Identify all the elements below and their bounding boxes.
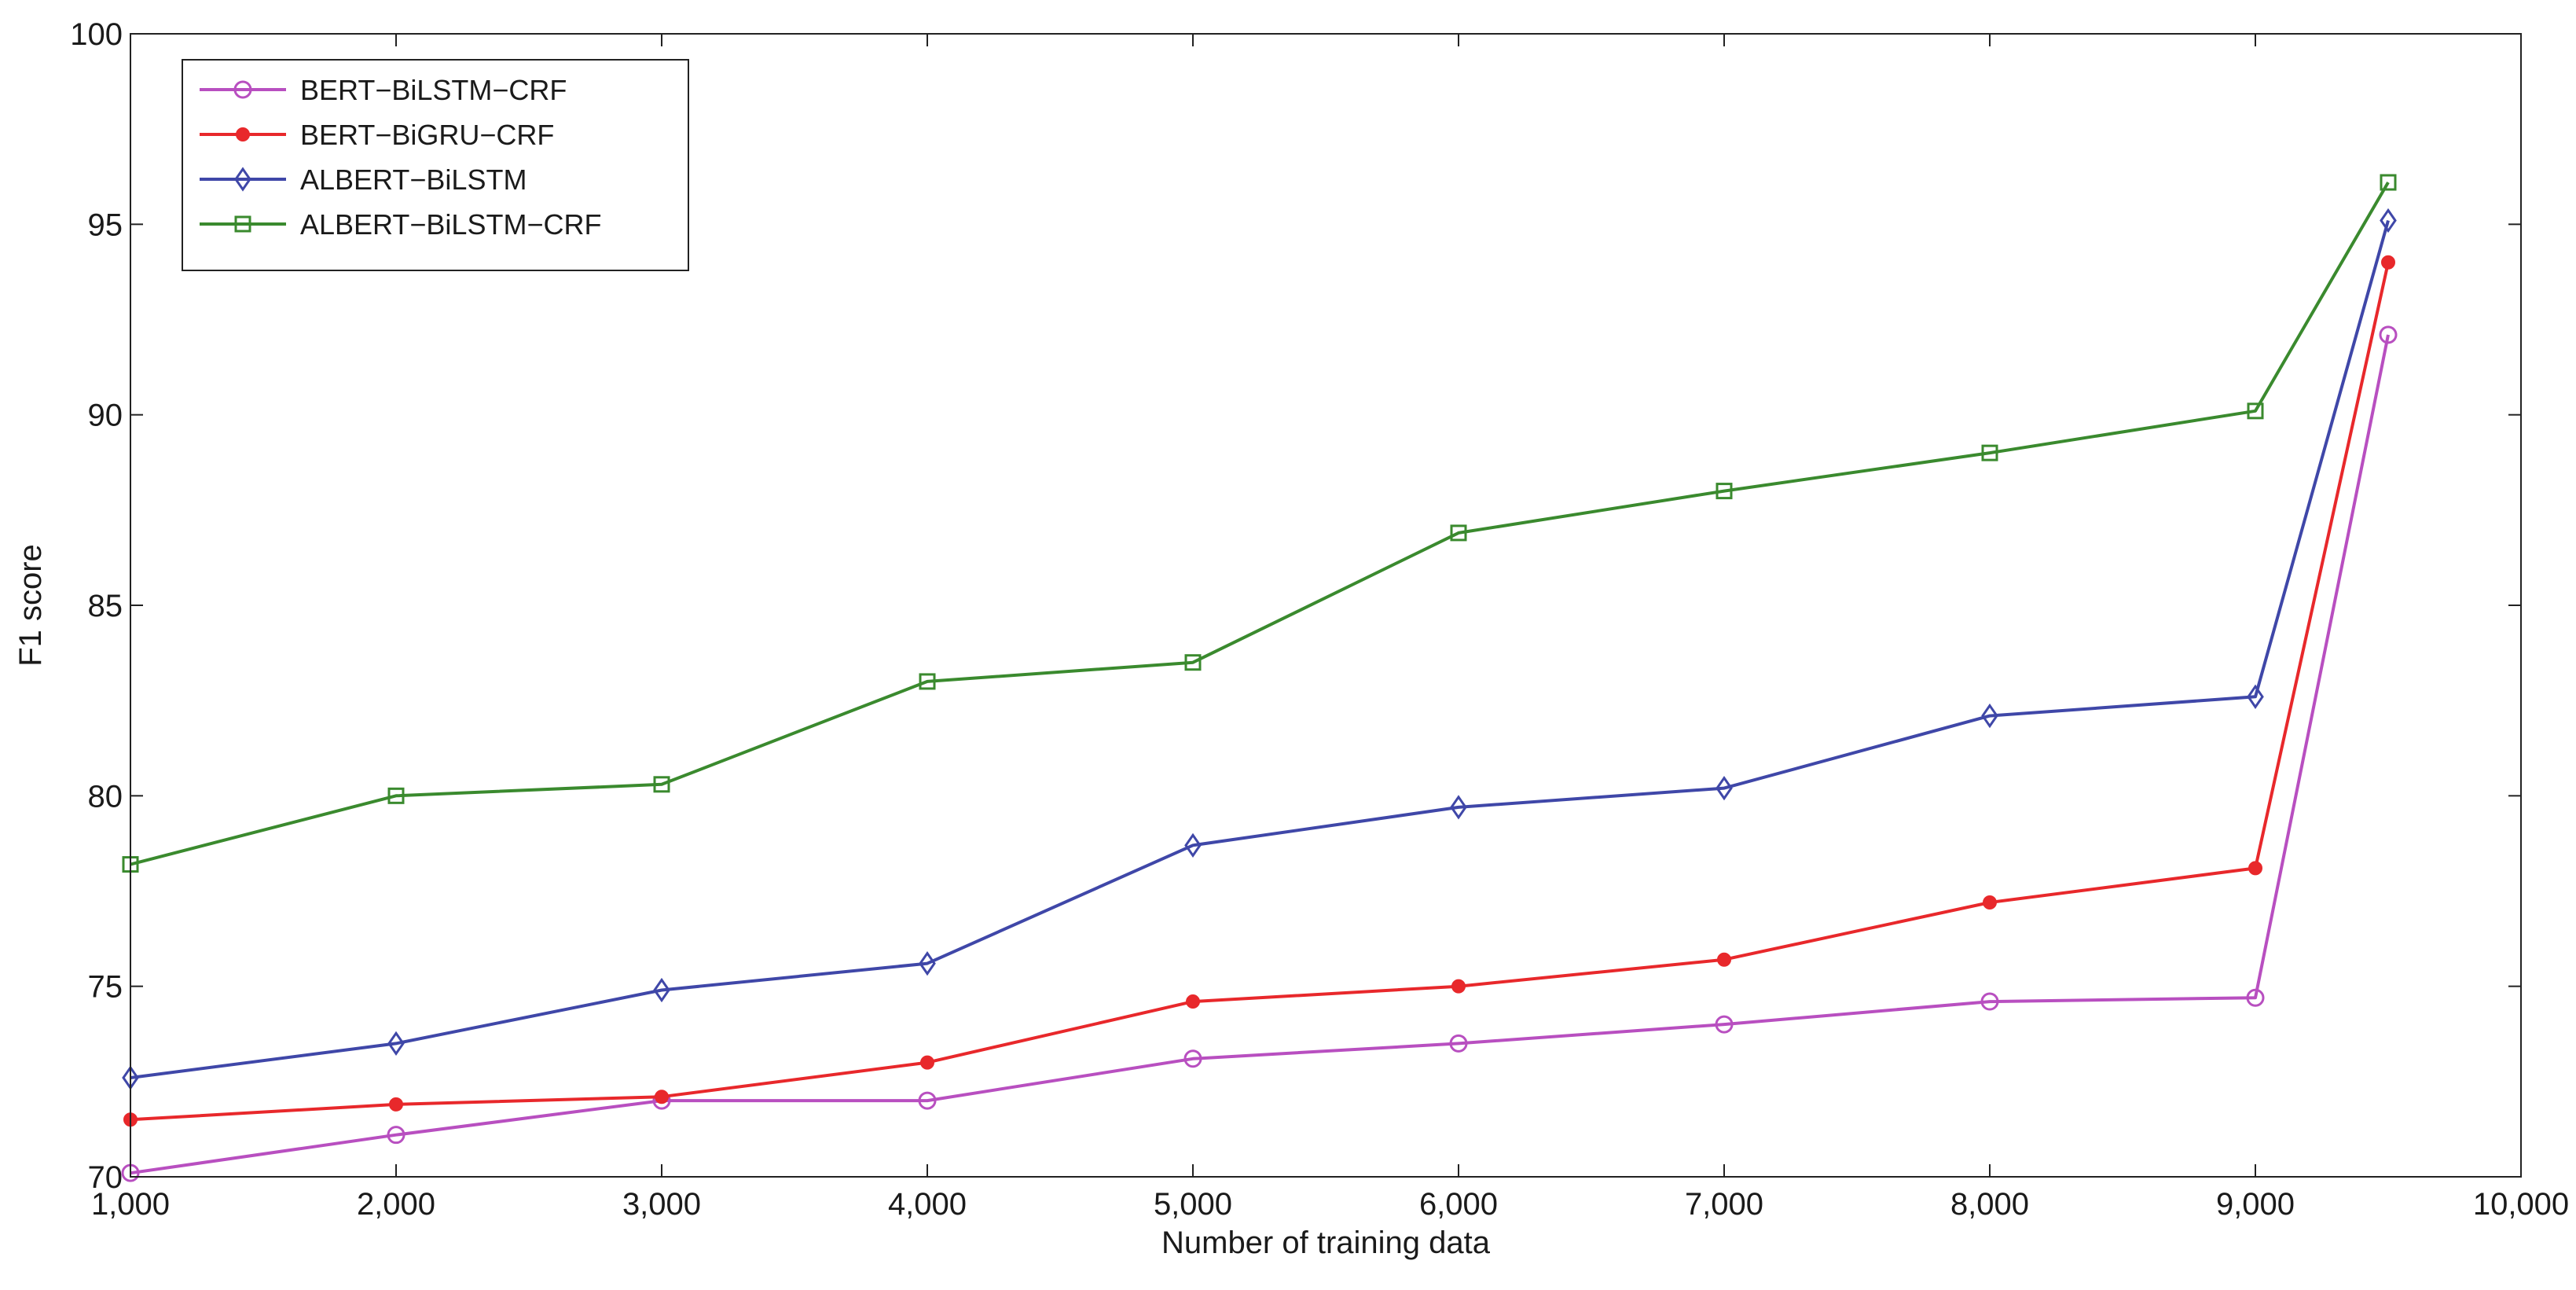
data-point — [1981, 703, 1998, 729]
legend: BERT−BiLSTM−CRF BERT−BiGRU−CRF ALBERT−BiLS… — [182, 59, 689, 271]
data-point — [1451, 979, 1466, 994]
series-line — [130, 181, 2390, 866]
data-point — [387, 1031, 405, 1057]
legend-marker — [234, 215, 251, 233]
data-point — [653, 977, 670, 1003]
data-point — [1980, 992, 1999, 1011]
legend-marker — [236, 127, 250, 141]
legend-label: ALBERT−BiLSTM — [300, 164, 527, 196]
data-point — [1717, 952, 1731, 967]
y-tick-label: 80 — [88, 779, 123, 814]
data-point — [2247, 402, 2264, 420]
axes: 1,000 2,000 3,000 4,000 5,000 6,000 7,000 8,000… — [70, 17, 2569, 1222]
x-tick-label: 1,000 — [91, 1187, 170, 1222]
data-point — [1449, 1034, 1468, 1053]
data-point — [1186, 994, 1200, 1009]
data-point — [1981, 444, 1998, 461]
y-tick-label: 75 — [88, 970, 123, 1005]
data-point — [918, 1091, 937, 1110]
x-tick-label: 7,000 — [1685, 1187, 1763, 1222]
data-point — [2246, 988, 2265, 1007]
series-line — [130, 334, 2390, 1175]
data-point — [2381, 255, 2395, 270]
data-point — [2380, 174, 2397, 191]
x-tick-label: 4,000 — [888, 1187, 967, 1222]
legend-box — [182, 59, 689, 271]
legend-marker — [234, 167, 251, 192]
series-line — [130, 262, 2390, 1122]
data-point — [1450, 524, 1467, 542]
series-2 — [122, 208, 2397, 1090]
data-point — [920, 1055, 934, 1070]
series-1 — [123, 255, 2395, 1127]
data-point — [1715, 1015, 1734, 1034]
data-point — [1183, 1049, 1202, 1068]
y-tick-label: 70 — [88, 1160, 123, 1195]
legend-label: BERT−BiGRU−CRF — [300, 119, 554, 151]
legend-label: ALBERT−BiLSTM−CRF — [300, 208, 601, 241]
x-tick-label: 8,000 — [1950, 1187, 2029, 1222]
data-point — [1450, 795, 1467, 820]
x-tick-label: 2,000 — [357, 1187, 435, 1222]
x-tick-label: 10,000 — [2473, 1187, 2569, 1222]
x-axis-title: Number of training data — [1161, 1226, 1491, 1260]
legend-entry: ALBERT−BiLSTM−CRF — [200, 208, 601, 241]
data-point — [655, 1090, 669, 1104]
y-tick-label: 95 — [88, 208, 123, 242]
data-point — [919, 673, 936, 690]
series-line — [130, 219, 2390, 1079]
data-point — [2248, 861, 2262, 876]
data-point — [653, 776, 670, 793]
data-point — [387, 1126, 405, 1145]
data-point — [2379, 325, 2398, 344]
legend-entry: BERT−BiGRU−CRF — [200, 119, 554, 151]
legend-label: BERT−BiLSTM−CRF — [300, 74, 567, 106]
data-point — [1715, 483, 1733, 500]
y-tick-label: 100 — [70, 17, 123, 52]
x-tick-label: 5,000 — [1154, 1187, 1232, 1222]
data-point — [389, 1097, 403, 1112]
data-point — [1184, 832, 1202, 858]
y-tick-label: 85 — [88, 589, 123, 623]
data-point — [2380, 208, 2397, 233]
data-point — [1715, 776, 1733, 801]
data-point — [2247, 684, 2264, 709]
plot-area — [121, 174, 2398, 1182]
legend-marker — [233, 80, 252, 99]
series-0 — [121, 325, 2398, 1182]
data-point — [387, 787, 405, 804]
data-point — [919, 950, 936, 976]
legend-entry: ALBERT−BiLSTM — [200, 164, 527, 196]
data-point — [1184, 654, 1202, 671]
y-tick-label: 90 — [88, 399, 123, 433]
data-point — [1983, 895, 1997, 910]
x-tick-label: 6,000 — [1419, 1187, 1498, 1222]
x-tick-label: 3,000 — [622, 1187, 701, 1222]
x-tick-label: 9,000 — [2216, 1187, 2295, 1222]
legend-entry: BERT−BiLSTM−CRF — [200, 74, 567, 106]
y-axis-title: F1 score — [13, 544, 48, 667]
